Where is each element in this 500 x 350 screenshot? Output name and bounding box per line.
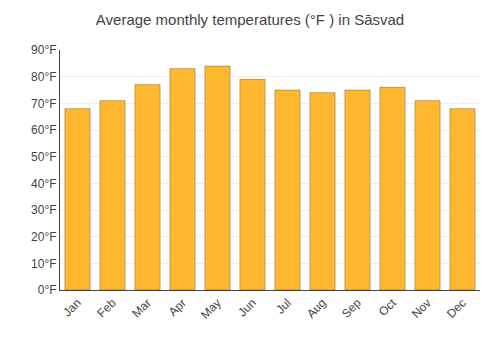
svg-text:50°F: 50°F	[31, 150, 56, 164]
svg-text:Jan: Jan	[60, 296, 84, 320]
svg-text:Oct: Oct	[376, 295, 400, 319]
svg-text:40°F: 40°F	[31, 177, 56, 191]
svg-text:Feb: Feb	[94, 296, 119, 321]
svg-text:0°F: 0°F	[38, 283, 57, 297]
svg-text:Sep: Sep	[339, 296, 364, 321]
svg-text:Dec: Dec	[444, 296, 469, 321]
svg-text:Jul: Jul	[273, 296, 294, 317]
svg-text:Mar: Mar	[129, 296, 154, 321]
svg-text:Average monthly temperatures (: Average monthly temperatures (°F ) in Sā…	[96, 11, 404, 28]
svg-text:Nov: Nov	[409, 296, 434, 321]
svg-text:70°F: 70°F	[31, 97, 56, 111]
svg-text:60°F: 60°F	[31, 123, 56, 137]
svg-text:10°F: 10°F	[31, 257, 56, 271]
svg-text:90°F: 90°F	[31, 43, 56, 57]
svg-text:Jun: Jun	[235, 296, 259, 320]
svg-text:Apr: Apr	[166, 296, 189, 319]
svg-text:30°F: 30°F	[31, 203, 56, 217]
svg-text:May: May	[198, 296, 224, 322]
svg-text:80°F: 80°F	[31, 70, 56, 84]
svg-text:Aug: Aug	[304, 296, 329, 321]
svg-text:20°F: 20°F	[31, 230, 56, 244]
